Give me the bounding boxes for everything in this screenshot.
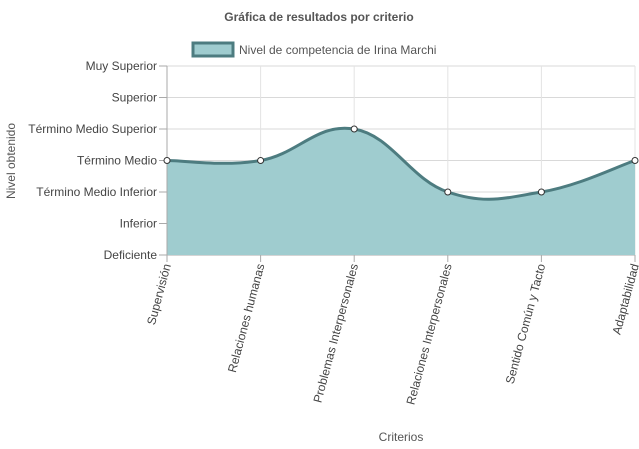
- y-tick-label: Término Medio Inferior: [36, 185, 157, 199]
- y-tick-label: Término Medio Superior: [28, 122, 157, 136]
- legend-swatch: [191, 41, 235, 58]
- data-point[interactable]: [163, 157, 171, 164]
- legend[interactable]: Nivel de competencia de Irina Marchi: [191, 41, 436, 58]
- y-tick-label: Deficiente: [104, 248, 158, 262]
- x-tick-label: Problemas Interpersonales: [310, 262, 361, 404]
- x-tick-label: Relaciones Interpersonales: [404, 262, 455, 406]
- x-tick-label: Relaciones humanas: [225, 262, 268, 374]
- y-tick-label: Muy Superior: [86, 59, 157, 73]
- data-point[interactable]: [537, 188, 545, 196]
- y-tick-label: Término Medio: [77, 154, 157, 168]
- y-tick-labels: Deficiente Inferior Término Medio Inferior…: [28, 59, 157, 262]
- x-tick-label: Supervisión: [144, 262, 174, 326]
- y-axis-title: Nivel obtenido: [4, 123, 18, 199]
- data-point[interactable]: [444, 188, 452, 196]
- series-area: [166, 126, 636, 255]
- x-tick-labels: Supervisión Relaciones humanas Problemas I…: [144, 262, 639, 406]
- x-axis-title: Criterios: [379, 430, 424, 444]
- series-area-fill: [167, 128, 635, 255]
- x-tick-label: Adaptabilidad: [610, 262, 639, 336]
- chart-title: Gráfica de resultados por criterio: [224, 10, 413, 24]
- data-point[interactable]: [257, 157, 265, 164]
- data-point[interactable]: [631, 157, 639, 164]
- legend-label: Nivel de competencia de Irina Marchi: [239, 43, 436, 57]
- data-points: [163, 125, 639, 196]
- y-tick-label: Inferior: [120, 217, 157, 231]
- y-tick-label: Superior: [112, 91, 157, 105]
- x-tick-label: Sentido Común y Tacto: [503, 262, 549, 386]
- data-point[interactable]: [350, 125, 358, 133]
- series-line: [166, 126, 636, 201]
